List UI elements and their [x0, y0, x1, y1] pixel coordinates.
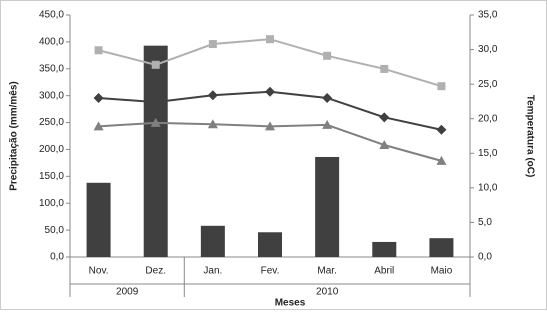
x-tick-label: Maio	[431, 266, 453, 277]
marker	[150, 117, 161, 127]
marker	[94, 46, 103, 55]
y-tick-label: 350,0	[39, 63, 64, 74]
y2-tick-label: 15,0	[478, 148, 498, 159]
bar	[258, 232, 282, 257]
x-tick-label: Dez.	[145, 266, 166, 277]
y2-tick-label: 10,0	[478, 182, 498, 193]
y2-tick-label: 20,0	[478, 113, 498, 124]
x-tick-label: Fev.	[261, 266, 280, 277]
marker	[207, 119, 218, 129]
y2-tick-label: 30,0	[478, 44, 498, 55]
marker	[93, 121, 104, 131]
y2-tick-label: 25,0	[478, 79, 498, 90]
group-label: 2009	[116, 287, 139, 298]
marker	[322, 92, 333, 103]
y-axis-title: Precipitação (mm/mês)	[9, 81, 20, 191]
group-label: 2010	[316, 287, 339, 298]
marker	[379, 139, 390, 149]
x-axis-title: Meses	[275, 298, 306, 309]
y2-axis-title: Temperatura (oC)	[524, 95, 535, 178]
bar	[315, 156, 340, 257]
marker	[265, 86, 275, 97]
bar	[372, 241, 397, 257]
marker	[151, 60, 160, 69]
marker	[437, 82, 446, 91]
y-tick-label: 300,0	[39, 90, 64, 101]
marker	[266, 35, 274, 44]
marker	[150, 97, 161, 108]
x-tick-label: Nov.	[89, 266, 109, 277]
marker	[323, 51, 332, 60]
marker	[380, 64, 389, 73]
y2-tick-label: 0,0	[478, 252, 492, 263]
y-tick-label: 200,0	[39, 144, 64, 155]
marker	[379, 112, 390, 123]
bar	[429, 238, 454, 257]
y-tick-label: 150,0	[39, 171, 64, 182]
marker	[322, 119, 333, 129]
y-tick-label: 50,0	[45, 225, 65, 236]
marker	[207, 90, 218, 101]
y2-tick-label: 5,0	[478, 217, 492, 228]
y-tick-label: 100,0	[39, 198, 64, 209]
y-tick-label: 400,0	[39, 37, 64, 48]
y-tick-label: 450,0	[39, 10, 64, 21]
y2-tick-label: 35,0	[478, 10, 498, 21]
y-tick-label: 250,0	[39, 117, 64, 128]
bar	[200, 225, 225, 257]
x-tick-label: Mar.	[317, 266, 336, 277]
x-tick-label: Abril	[374, 266, 394, 277]
marker	[93, 92, 104, 103]
marker	[265, 121, 275, 131]
marker	[436, 155, 447, 165]
y-tick-label: 0,0	[50, 252, 64, 263]
bar	[143, 45, 168, 257]
marker	[436, 124, 447, 135]
x-tick-label: Jan.	[203, 266, 222, 277]
bar	[86, 182, 111, 257]
marker	[208, 40, 217, 49]
